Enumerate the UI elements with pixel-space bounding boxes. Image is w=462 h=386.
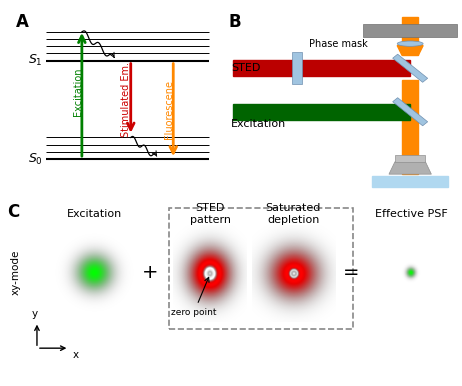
Text: x: x xyxy=(73,350,79,360)
Text: B: B xyxy=(229,14,241,31)
Text: A: A xyxy=(16,14,29,31)
Polygon shape xyxy=(389,162,432,174)
Text: Excitation: Excitation xyxy=(231,119,286,129)
Text: Stimulated Em.: Stimulated Em. xyxy=(122,62,132,137)
Text: STED
pattern: STED pattern xyxy=(190,203,231,225)
Text: Detector: Detector xyxy=(388,25,433,36)
Text: $S_1$: $S_1$ xyxy=(28,53,43,68)
Bar xyxy=(233,60,410,76)
Ellipse shape xyxy=(397,41,423,46)
Bar xyxy=(292,52,302,84)
Bar xyxy=(402,17,419,55)
Polygon shape xyxy=(393,54,428,82)
Text: Excitation: Excitation xyxy=(73,68,83,116)
Text: y: y xyxy=(31,309,38,319)
Text: Saturated
depletion: Saturated depletion xyxy=(266,203,321,225)
Bar xyxy=(402,80,419,174)
Bar xyxy=(233,104,410,120)
Text: =: = xyxy=(343,263,359,282)
Polygon shape xyxy=(393,98,428,126)
Bar xyxy=(363,24,457,37)
Text: Excitation: Excitation xyxy=(67,209,122,219)
Text: Effective PSF: Effective PSF xyxy=(375,209,448,219)
Bar xyxy=(372,176,448,188)
Text: xy-mode: xy-mode xyxy=(11,250,21,295)
Text: C: C xyxy=(7,203,19,220)
Text: Phase mask: Phase mask xyxy=(309,39,368,49)
Text: +: + xyxy=(142,263,158,282)
Text: zero point: zero point xyxy=(171,278,217,317)
Text: Fluorescene: Fluorescene xyxy=(164,80,174,139)
Text: STED: STED xyxy=(231,63,261,73)
Bar xyxy=(395,155,426,162)
Polygon shape xyxy=(397,46,423,55)
Text: $S_0$: $S_0$ xyxy=(28,151,43,167)
